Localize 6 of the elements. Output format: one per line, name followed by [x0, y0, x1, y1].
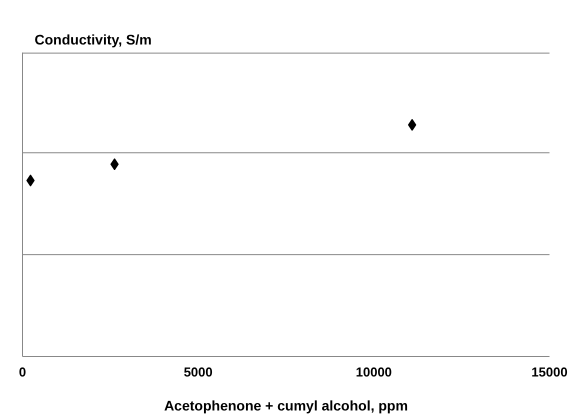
text: Conductivity, S/m — [34, 32, 152, 48]
x-tick-label: 10000 — [356, 364, 392, 380]
x-tick-label: 15000 — [531, 364, 568, 380]
x-tick-label: 5000 — [184, 364, 213, 380]
x-tick-label: 0 — [18, 364, 26, 380]
x-axis-title: Acetophenone + cumyl alcohol, ppm — [164, 398, 408, 414]
